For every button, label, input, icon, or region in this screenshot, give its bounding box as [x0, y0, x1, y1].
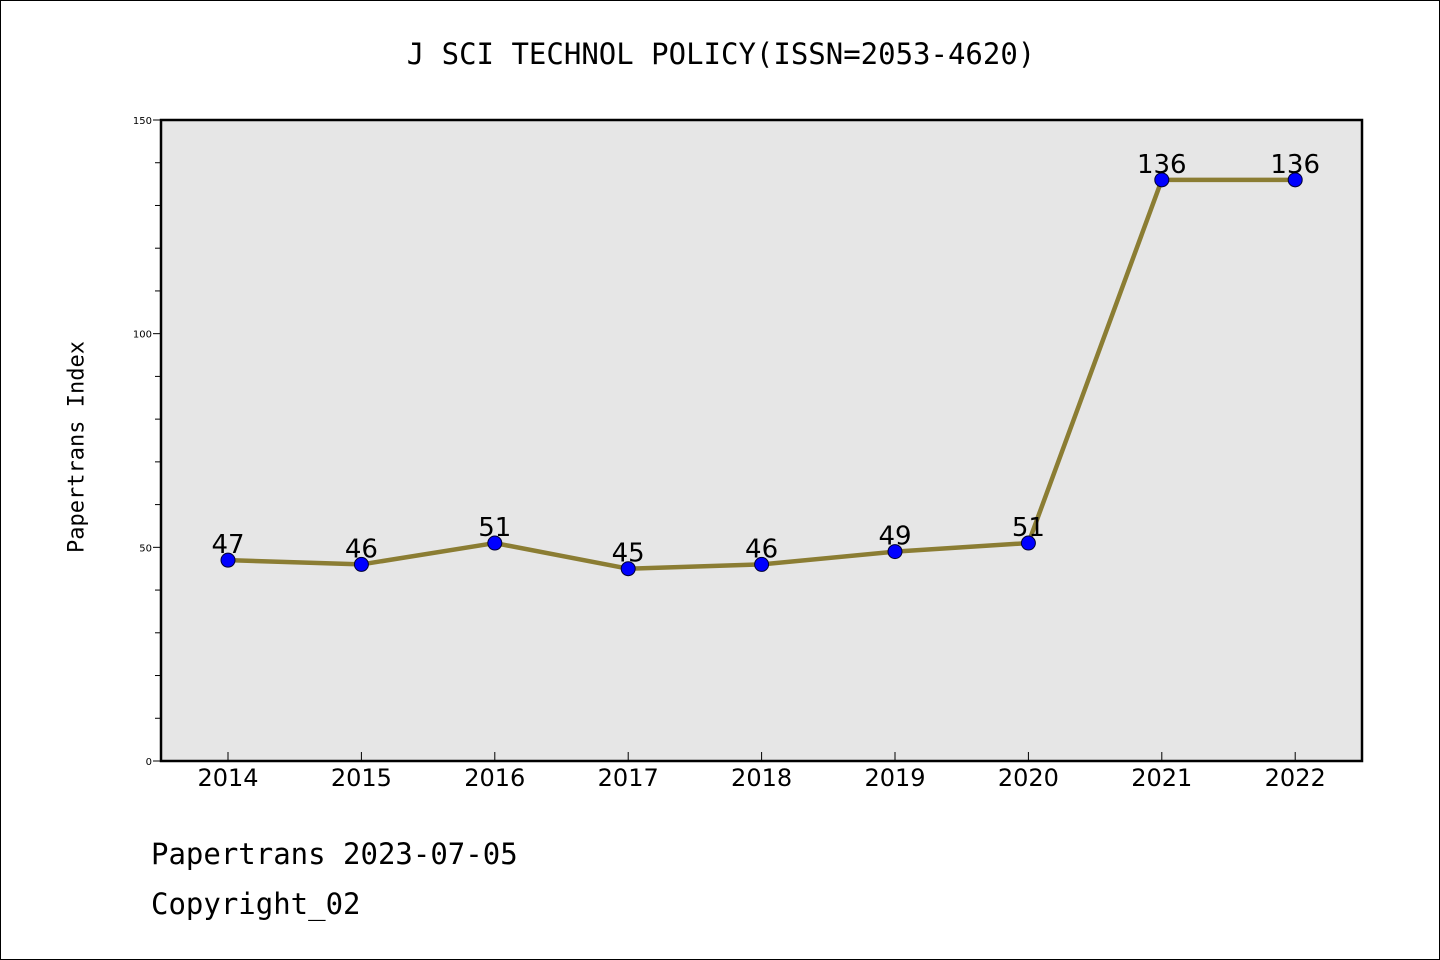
data-label: 51 — [1012, 513, 1045, 543]
data-points — [220, 172, 1303, 577]
data-point — [620, 561, 636, 577]
data-point — [1287, 172, 1303, 188]
chart-title: J SCI TECHNOL POLICY(ISSN=2053-4620) — [406, 37, 1036, 71]
y-tick-label: 150 — [133, 116, 152, 127]
data-label: 46 — [345, 534, 378, 564]
data-label: 47 — [211, 530, 244, 560]
data-label: 136 — [1270, 150, 1320, 180]
x-tick-label: 2020 — [998, 764, 1059, 792]
x-tick-label: 2018 — [731, 764, 792, 792]
footer-copyright: Copyright_02 — [151, 887, 361, 921]
data-label: 51 — [478, 513, 511, 543]
x-tick-label: 2017 — [598, 764, 659, 792]
x-tick-label: 2015 — [331, 764, 392, 792]
x-tick-label: 2016 — [464, 764, 525, 792]
y-tick-label: 100 — [133, 330, 152, 341]
data-point — [487, 535, 503, 551]
footer-date: Papertrans 2023-07-05 — [151, 837, 518, 871]
plot-area — [161, 120, 1362, 761]
data-point — [887, 544, 903, 560]
data-labels: 47 46 51 45 46 49 51 136 136 — [211, 150, 1320, 569]
data-point — [1154, 172, 1170, 188]
y-tick-label: 0 — [146, 757, 152, 768]
x-tick-label: 2019 — [864, 764, 925, 792]
y-tick-label: 50 — [139, 543, 152, 554]
data-label: 136 — [1137, 150, 1187, 180]
data-label: 46 — [745, 534, 778, 564]
data-point — [754, 556, 770, 572]
data-label: 45 — [612, 539, 645, 569]
plot-frame — [159, 118, 1364, 763]
data-point — [220, 552, 236, 568]
axis-ticks: 0 50 100 150 2014 2015 2016 2017 2018 2019 2020 202… — [133, 116, 1326, 792]
data-point — [1020, 535, 1036, 551]
x-tick-label: 2021 — [1131, 764, 1192, 792]
data-point — [353, 556, 369, 572]
x-tick-label: 2014 — [197, 764, 258, 792]
x-tick-label: 2022 — [1265, 764, 1326, 792]
data-label: 49 — [878, 522, 911, 552]
